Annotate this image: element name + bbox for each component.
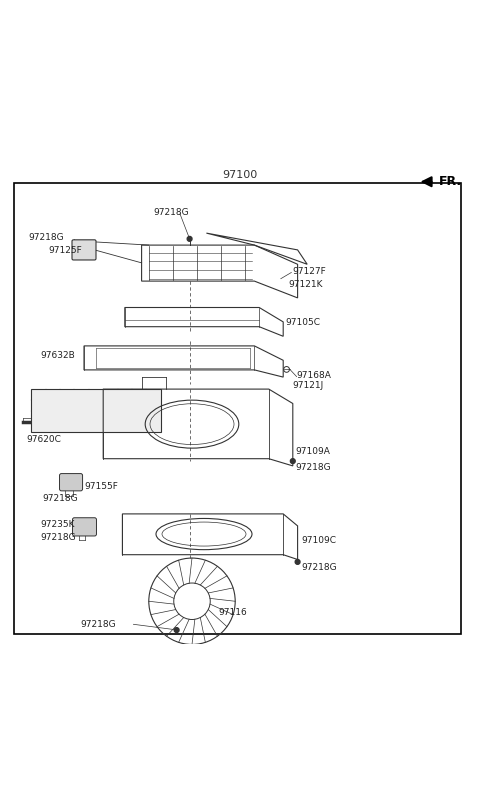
Text: 97235K: 97235K [41,520,75,529]
Text: 97121K: 97121K [288,280,323,289]
Text: 97155F: 97155F [84,482,118,491]
FancyBboxPatch shape [72,518,96,536]
Text: 97168A: 97168A [297,371,332,380]
Text: 97125F: 97125F [48,246,82,255]
Text: 97121J: 97121J [293,381,324,390]
Text: 97620C: 97620C [26,436,61,445]
Text: 97127F: 97127F [293,267,326,276]
Circle shape [187,236,192,241]
Text: 97218G: 97218G [81,620,116,629]
FancyBboxPatch shape [72,240,96,260]
FancyBboxPatch shape [14,182,461,634]
Text: 97218G: 97218G [29,233,64,242]
Text: 97218G: 97218G [41,533,76,542]
Text: 97218G: 97218G [295,463,331,472]
Text: 97105C: 97105C [286,318,321,328]
Circle shape [295,559,300,564]
Bar [31,389,161,433]
Text: 97109A: 97109A [295,447,330,456]
Text: 97109C: 97109C [301,536,336,545]
Text: 97218G: 97218G [42,494,78,503]
Text: 97116: 97116 [218,608,247,617]
Text: FR.: FR. [439,175,462,188]
FancyBboxPatch shape [60,474,83,491]
Circle shape [174,628,179,633]
Text: 97218G: 97218G [154,208,189,217]
Circle shape [290,458,295,463]
Text: 97632B: 97632B [41,351,75,360]
Text: 97218G: 97218G [301,563,337,572]
Text: 97100: 97100 [222,170,258,181]
